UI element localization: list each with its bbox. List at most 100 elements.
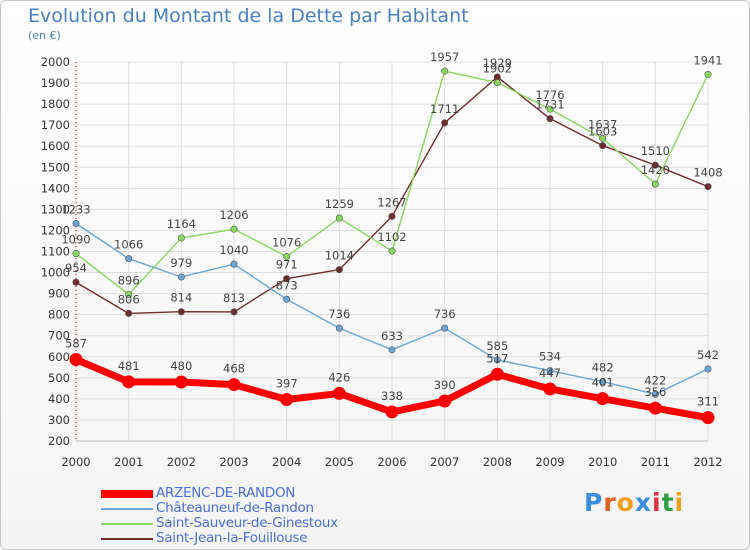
data-label: 1267 bbox=[377, 195, 406, 209]
data-point bbox=[546, 367, 554, 375]
data-point bbox=[546, 105, 554, 113]
y-tick-label: 1800 bbox=[41, 97, 70, 111]
data-label: 338 bbox=[381, 389, 403, 403]
x-tick-label: 2012 bbox=[693, 455, 722, 469]
data-label: 1776 bbox=[535, 88, 564, 102]
y-tick-label: 1400 bbox=[41, 181, 70, 195]
data-point bbox=[441, 119, 449, 127]
y-tick-label: 1100 bbox=[41, 245, 70, 259]
legend-label: Châteauneuf-de-Randon bbox=[156, 500, 314, 516]
data-point bbox=[122, 375, 136, 389]
x-tick-label: 2007 bbox=[430, 455, 459, 469]
data-point bbox=[335, 324, 343, 332]
y-tick-label: 1200 bbox=[41, 223, 70, 237]
data-label: 1014 bbox=[325, 249, 354, 263]
x-tick-label: 2004 bbox=[272, 455, 301, 469]
legend-label: ARZENC-DE-RANDON bbox=[156, 485, 296, 501]
data-point bbox=[441, 67, 449, 75]
data-point bbox=[599, 134, 607, 142]
x-tick-label: 2003 bbox=[219, 455, 248, 469]
legend-item: Saint-Jean-la-Fouillouse bbox=[101, 530, 421, 547]
chart-title: Evolution du Montant de la Dette par Hab… bbox=[28, 5, 469, 27]
data-label: 1206 bbox=[219, 208, 248, 222]
data-label: 1408 bbox=[693, 166, 722, 180]
data-label: 517 bbox=[486, 351, 508, 365]
legend-swatch bbox=[101, 508, 153, 510]
x-tick-label: 2002 bbox=[167, 455, 196, 469]
legend-label: Saint-Sauveur-de-Ginestoux bbox=[156, 515, 338, 531]
y-tick-label: 1700 bbox=[41, 118, 70, 132]
data-point bbox=[490, 367, 504, 381]
legend-item: Saint-Sauveur-de-Ginestoux bbox=[101, 515, 421, 532]
y-tick-label: 1000 bbox=[41, 266, 70, 280]
data-point bbox=[72, 278, 80, 286]
data-label: 468 bbox=[223, 362, 245, 376]
x-tick-label: 2001 bbox=[114, 455, 143, 469]
data-label: 1929 bbox=[483, 56, 512, 70]
data-point bbox=[599, 142, 607, 150]
y-tick-label: 1500 bbox=[41, 160, 70, 174]
data-point bbox=[230, 308, 238, 316]
x-tick-label: 2008 bbox=[483, 455, 512, 469]
data-label: 979 bbox=[170, 256, 192, 270]
data-label: 1957 bbox=[430, 50, 459, 64]
data-point bbox=[125, 309, 133, 317]
data-point bbox=[335, 266, 343, 274]
x-tick-label: 2011 bbox=[641, 455, 670, 469]
data-point bbox=[177, 234, 185, 242]
data-label: 1510 bbox=[641, 144, 670, 158]
data-label: 1711 bbox=[430, 102, 459, 116]
data-label: 1902 bbox=[483, 62, 512, 76]
proxiti-logo: Proxiti bbox=[584, 488, 684, 517]
line-chart: 200 300 400 500 600 700 800 900 1000 1100 1200 1300… bbox=[41, 50, 723, 469]
data-label: 1259 bbox=[325, 197, 354, 211]
chart-subtitle: (en €) bbox=[28, 29, 61, 42]
data-label: 1066 bbox=[114, 238, 143, 252]
y-tick-label: 1300 bbox=[41, 202, 70, 216]
x-tick-label: 2006 bbox=[377, 455, 406, 469]
logo-letter: r bbox=[603, 488, 617, 517]
legend-label: Saint-Jean-la-Fouillouse bbox=[156, 530, 308, 546]
data-label: 736 bbox=[434, 307, 456, 321]
data-point bbox=[227, 378, 241, 392]
data-label: 1731 bbox=[535, 98, 564, 112]
data-point bbox=[72, 219, 80, 227]
data-point bbox=[599, 378, 607, 386]
data-label: 896 bbox=[118, 273, 140, 287]
y-tick-label: 2000 bbox=[41, 55, 70, 69]
data-label: 422 bbox=[644, 373, 666, 387]
data-label: 426 bbox=[328, 370, 350, 384]
data-point bbox=[280, 393, 294, 407]
data-label: 813 bbox=[223, 291, 245, 305]
data-label: 1603 bbox=[588, 125, 617, 139]
data-point bbox=[335, 214, 343, 222]
legend-swatch bbox=[101, 523, 153, 525]
data-point bbox=[651, 180, 659, 188]
y-tick-label: 1900 bbox=[41, 76, 70, 90]
data-label: 542 bbox=[697, 348, 719, 362]
data-label: 1420 bbox=[641, 163, 670, 177]
data-label: 1040 bbox=[219, 243, 248, 257]
y-tick-label: 500 bbox=[48, 371, 70, 385]
legend-item: ARZENC-DE-RANDON bbox=[101, 485, 421, 502]
data-point bbox=[701, 411, 715, 425]
data-point bbox=[332, 386, 346, 400]
legend-swatch bbox=[101, 538, 153, 540]
data-point bbox=[388, 247, 396, 255]
data-label: 954 bbox=[65, 261, 87, 275]
data-label: 311 bbox=[697, 395, 719, 409]
data-label: 1164 bbox=[167, 217, 196, 231]
data-label: 806 bbox=[118, 292, 140, 306]
data-point bbox=[125, 255, 133, 263]
legend-swatch bbox=[101, 490, 153, 498]
y-tick-label: 300 bbox=[48, 413, 70, 427]
data-point bbox=[543, 382, 557, 396]
data-label: 1233 bbox=[61, 202, 90, 216]
data-point bbox=[125, 290, 133, 298]
data-label: 1090 bbox=[61, 233, 90, 247]
y-tick-label: 900 bbox=[48, 287, 70, 301]
logo-letter: P bbox=[584, 488, 604, 517]
data-point bbox=[174, 375, 188, 389]
data-point bbox=[388, 346, 396, 354]
x-tick-label: 2005 bbox=[325, 455, 354, 469]
